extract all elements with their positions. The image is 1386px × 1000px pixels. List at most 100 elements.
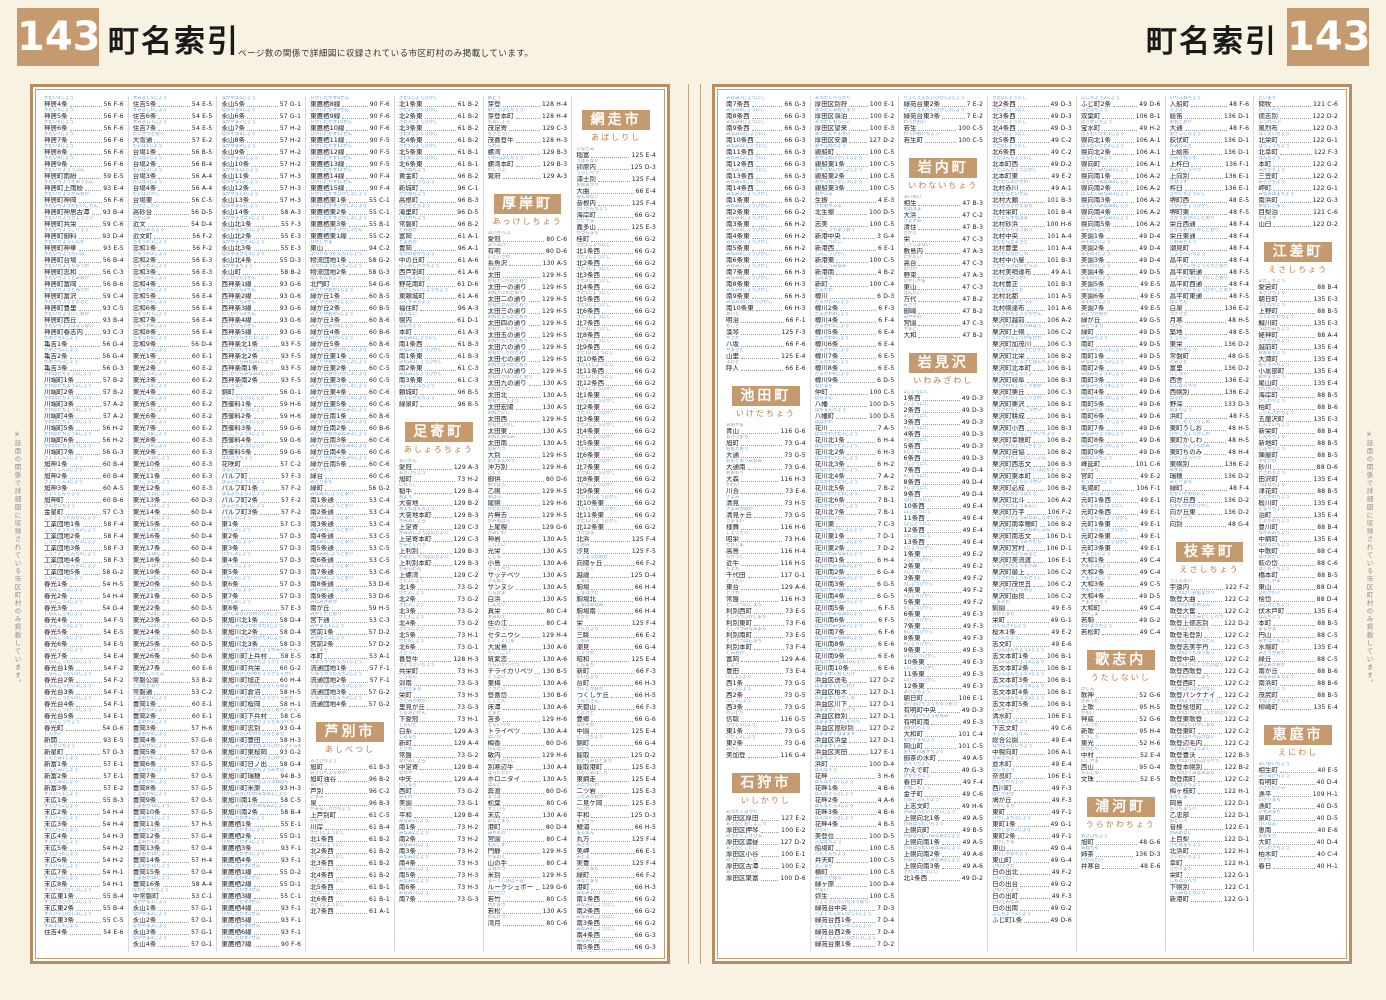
- dotted-leader: [741, 322, 784, 323]
- dotted-leader: [1020, 910, 1049, 911]
- index-entry: くりさわちょうくりさわ 栗沢町栗沢 106 B-1: [992, 396, 1072, 408]
- index-entry: こまば 駒場 66 H-4: [576, 579, 656, 591]
- entry-furigana: ぶつりゅうだんち1じょう: [310, 252, 363, 257]
- entry-furigana: はなかわ: [814, 420, 833, 425]
- dotted-leader: [154, 214, 190, 215]
- entry-page-ref: 80 C-5: [546, 896, 568, 903]
- entry-name: 富里: [1169, 365, 1183, 372]
- index-entry: きたむらほろたっぷ 北村幌達布 101 A-6: [992, 300, 1072, 312]
- dotted-leader: [509, 661, 541, 662]
- dotted-leader: [253, 922, 279, 923]
- entry-name: 南8条西: [726, 113, 750, 120]
- index-entry: きた3じょうにし 北3条西 61 B-2: [310, 855, 390, 867]
- index-entry: みどりがはら 緑ヶ原 100 D-4: [815, 876, 895, 888]
- entry-name: 西神楽北1条: [221, 341, 259, 348]
- entry-name: 北村中央: [992, 233, 1019, 240]
- entry-furigana: きょうえいちょう: [398, 663, 435, 668]
- entry-furigana: ひがしあさひかわちょうきょくせい: [221, 672, 294, 677]
- index-entry: きた10じょうひがし 北10条東 66 G-2: [576, 495, 656, 507]
- entry-name: 上幌向南1条: [903, 839, 941, 846]
- dotted-leader: [1279, 565, 1316, 566]
- index-entry: おおたにのとおり 太田二の通り 129 H-5: [488, 291, 568, 303]
- index-entry: としべつみなみまち 利別南町 73 E-5: [726, 627, 806, 639]
- dotted-leader: [751, 118, 783, 119]
- entry-page-ref: 88 B-5: [1317, 572, 1339, 579]
- entry-furigana: くりさわちょうみやむら: [992, 540, 1042, 545]
- entry-furigana: ばんなぐろ1じょう: [814, 780, 854, 785]
- entry-page-ref: 129 H-5: [542, 308, 568, 315]
- entry-furigana: しぶんほんちょう2じょう: [992, 660, 1045, 665]
- entry-name: 美園3条: [1080, 257, 1105, 264]
- entry-page-ref: 4 B-6: [877, 809, 895, 816]
- entry-furigana: えふえ: [1169, 108, 1184, 113]
- dotted-leader: [76, 406, 102, 407]
- entry-name: 上足寄: [398, 524, 419, 531]
- dotted-leader: [1184, 418, 1228, 419]
- entry-page-ref: 93 D-4: [102, 233, 124, 240]
- dotted-leader: [240, 586, 278, 587]
- dotted-leader: [413, 733, 452, 734]
- entry-page-ref: 106 C-3: [1046, 389, 1072, 396]
- entry-page-ref: 122 G-1: [1312, 185, 1339, 192]
- entry-page-ref: 40 C-4: [1317, 851, 1339, 858]
- dotted-leader: [528, 337, 541, 338]
- dotted-leader: [591, 637, 634, 638]
- dotted-leader: [591, 241, 633, 242]
- index-entry: かむいちょうはるしない 神居町春志内 93 C-3: [44, 324, 124, 336]
- entry-page-ref: 66 F-6: [785, 341, 806, 348]
- index-entry: ほろむいみなみ5じょう 幌向南5条 106 A-2: [1081, 216, 1161, 228]
- entry-page-ref: 125 F-3: [781, 329, 806, 336]
- entry-furigana: みなみはまちょう: [1258, 675, 1295, 680]
- entry-page-ref: 66 F-2: [635, 560, 657, 567]
- entry-furigana: みなみ9じょうにし: [726, 120, 765, 125]
- dotted-leader: [751, 214, 783, 215]
- entry-furigana: 1じょうひがし: [903, 546, 934, 551]
- entry-page-ref: 7 B-2: [877, 485, 895, 492]
- entry-name: 北9条西: [576, 344, 600, 351]
- dotted-leader: [1030, 682, 1046, 683]
- entry-page-ref: 73 G-5: [784, 452, 806, 459]
- dotted-leader: [335, 586, 367, 587]
- entry-name: 末広東1条: [44, 893, 75, 900]
- index-entry: あしべつ 芦別 96 C-2: [310, 783, 390, 795]
- entry-name: 北8条西: [576, 332, 600, 339]
- entry-name: 北6条西: [992, 149, 1016, 156]
- index-entry: うばがみちょう 姥神町 88 A-4: [1258, 327, 1338, 339]
- entry-page-ref: 40 H-1: [1316, 863, 1339, 870]
- entry-name: 末広東2条: [44, 905, 75, 912]
- dotted-leader: [348, 274, 367, 275]
- entry-page-ref: 125 E-4: [631, 776, 657, 783]
- entry-page-ref: 127 D-1: [869, 713, 895, 720]
- entry-furigana: やまと2じょう: [1080, 564, 1111, 569]
- entry-page-ref: 90 F-6: [369, 101, 390, 108]
- entry-furigana: おおどおりみなみ: [726, 459, 762, 464]
- entry-name: 元町2条東: [1080, 533, 1112, 540]
- dotted-leader: [154, 142, 190, 143]
- entry-page-ref: 56 E-3: [191, 257, 213, 264]
- dotted-leader: [1013, 862, 1049, 863]
- entry-furigana: おやふる: [814, 192, 833, 197]
- entry-furigana: かわい: [726, 483, 740, 488]
- dotted-leader: [158, 382, 190, 383]
- entry-furigana: きた7じょうひがし: [576, 459, 616, 464]
- entry-name: 鰔川町: [1258, 320, 1278, 327]
- entry-furigana: やまとちょう: [1080, 600, 1108, 605]
- entry-page-ref: 66 G-2: [634, 920, 657, 927]
- entry-name: 緑苑台東2条: [903, 101, 941, 108]
- entry-furigana: きたむらさかえまち: [992, 204, 1033, 209]
- entry-name: 芦別: [310, 788, 324, 795]
- dotted-leader: [528, 301, 541, 302]
- index-entry: ときわ 常盤 116 H-3: [726, 591, 806, 603]
- entry-furigana: ひがしたかす3せん: [221, 888, 261, 893]
- entry-name: 海岸町: [576, 212, 596, 219]
- dotted-leader: [420, 190, 456, 191]
- entry-page-ref: 6 H-3: [877, 449, 895, 456]
- entry-page-ref: 122 H-1: [1224, 788, 1250, 795]
- entry-name: 上尾幌: [487, 524, 508, 531]
- entry-page-ref: 116 H-5: [780, 560, 806, 567]
- dotted-leader: [597, 205, 630, 206]
- entry-name: 泉町: [1258, 815, 1272, 822]
- entry-furigana: きたほんちょうにし: [992, 156, 1033, 161]
- index-entry: だいばひがし 台場東 56 C-5: [133, 192, 213, 204]
- dotted-leader: [836, 274, 876, 275]
